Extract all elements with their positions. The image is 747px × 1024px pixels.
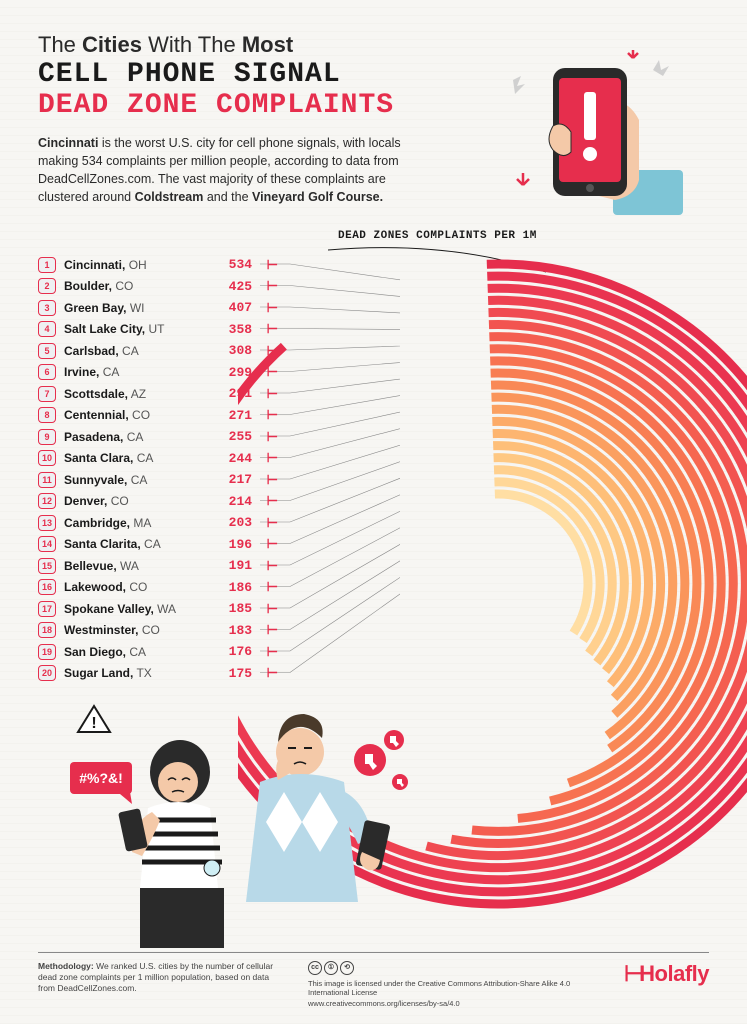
rank-badge: 12 — [38, 493, 56, 509]
city-name: Cambridge, MA — [64, 516, 225, 530]
rank-badge: 2 — [38, 278, 56, 294]
title-intro: The Cities With The Most — [38, 32, 458, 58]
city-name: Sugar Land, TX — [64, 666, 225, 680]
rank-badge: 9 — [38, 429, 56, 445]
city-name: Spokane Valley, WA — [64, 602, 225, 616]
rank-badge: 4 — [38, 321, 56, 337]
city-name: Lakewood, CO — [64, 580, 225, 594]
city-name: Santa Clarita, CA — [64, 537, 225, 551]
city-name: Bellevue, WA — [64, 559, 225, 573]
city-name: Cincinnati, OH — [64, 258, 225, 272]
city-name: Green Bay, WI — [64, 301, 225, 315]
svg-text:!: ! — [91, 715, 96, 732]
rank-badge: 16 — [38, 579, 56, 595]
rank-badge: 8 — [38, 407, 56, 423]
rank-badge: 1 — [38, 257, 56, 273]
rank-badge: 13 — [38, 515, 56, 531]
rank-badge: 17 — [38, 601, 56, 617]
city-name: Westminster, CO — [64, 623, 225, 637]
city-name: Sunnyvale, CA — [64, 473, 225, 487]
cc-icon: cc — [308, 961, 322, 975]
city-name: Scottsdale, AZ — [64, 387, 225, 401]
by-icon: ① — [324, 961, 338, 975]
sa-icon: ⟲ — [340, 961, 354, 975]
city-name: Centennial, CO — [64, 408, 225, 422]
city-name: Denver, CO — [64, 494, 225, 508]
holafly-logo: ⊢Holafly — [624, 961, 709, 987]
rank-badge: 6 — [38, 364, 56, 380]
rank-badge: 7 — [38, 386, 56, 402]
rank-badge: 15 — [38, 558, 56, 574]
city-name: Boulder, CO — [64, 279, 225, 293]
description: Cincinnati is the worst U.S. city for ce… — [38, 134, 438, 207]
city-name: Santa Clara, CA — [64, 451, 225, 465]
city-name: Pasadena, CA — [64, 430, 225, 444]
rank-badge: 19 — [38, 644, 56, 660]
main-title: CELL PHONE SIGNAL DEAD ZONE COMPLAINTS — [38, 60, 458, 122]
city-name: San Diego, CA — [64, 645, 225, 659]
rank-badge: 11 — [38, 472, 56, 488]
city-name: Irvine, CA — [64, 365, 225, 379]
methodology-text: Methodology: We ranked U.S. cities by th… — [38, 961, 288, 994]
phone-hand-illustration — [493, 50, 683, 230]
city-name: Salt Lake City, UT — [64, 322, 225, 336]
rank-badge: 10 — [38, 450, 56, 466]
frustrated-people-illustration: ! #%?&! — [60, 692, 420, 952]
rank-badge: 18 — [38, 622, 56, 638]
license-block: cc ① ⟲ This image is licensed under the … — [308, 961, 604, 1008]
footer: Methodology: We ranked U.S. cities by th… — [38, 952, 709, 1008]
rank-badge: 20 — [38, 665, 56, 681]
svg-text:#%?&!: #%?&! — [79, 770, 123, 786]
rank-badge: 3 — [38, 300, 56, 316]
city-name: Carlsbad, CA — [64, 344, 225, 358]
rank-badge: 5 — [38, 343, 56, 359]
rank-badge: 14 — [38, 536, 56, 552]
